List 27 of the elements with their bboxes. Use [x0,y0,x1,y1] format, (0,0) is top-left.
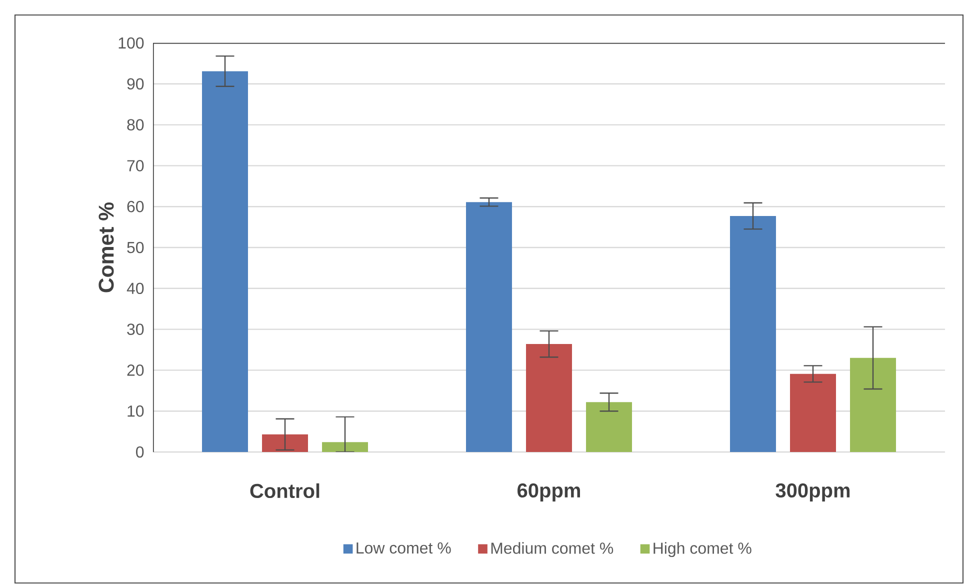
x-tick-label: 60ppm [518,483,580,502]
bar [322,442,368,452]
x-tick-label: Control [250,483,320,498]
y-axis-title: Comet % [98,202,114,292]
legend-label: Medium comet % [491,542,614,554]
bar [850,358,896,452]
y-tick-label: 100 [118,37,144,49]
bar [466,202,512,452]
y-tick-label: 40 [126,282,144,294]
y-tick-label: 70 [127,160,144,172]
bar [202,71,248,452]
x-tick-label: 300ppm [776,483,850,502]
y-tick-label: 0 [136,446,144,458]
y-tick-label: 60 [127,200,144,212]
y-tick-label: 80 [127,119,144,130]
legend-label: High comet % [654,542,752,558]
y-tick-label: 90 [127,78,144,90]
y-tick-label: 20 [127,364,144,376]
y-tick-label: 10 [128,405,144,417]
bar [262,434,308,452]
y-tick-label: 50 [127,242,144,254]
bar [790,374,836,452]
bar [586,402,632,452]
legend-label: Low comet % [356,542,451,554]
y-tick-label: 30 [127,324,144,335]
bar [730,216,776,452]
bar [526,344,572,452]
